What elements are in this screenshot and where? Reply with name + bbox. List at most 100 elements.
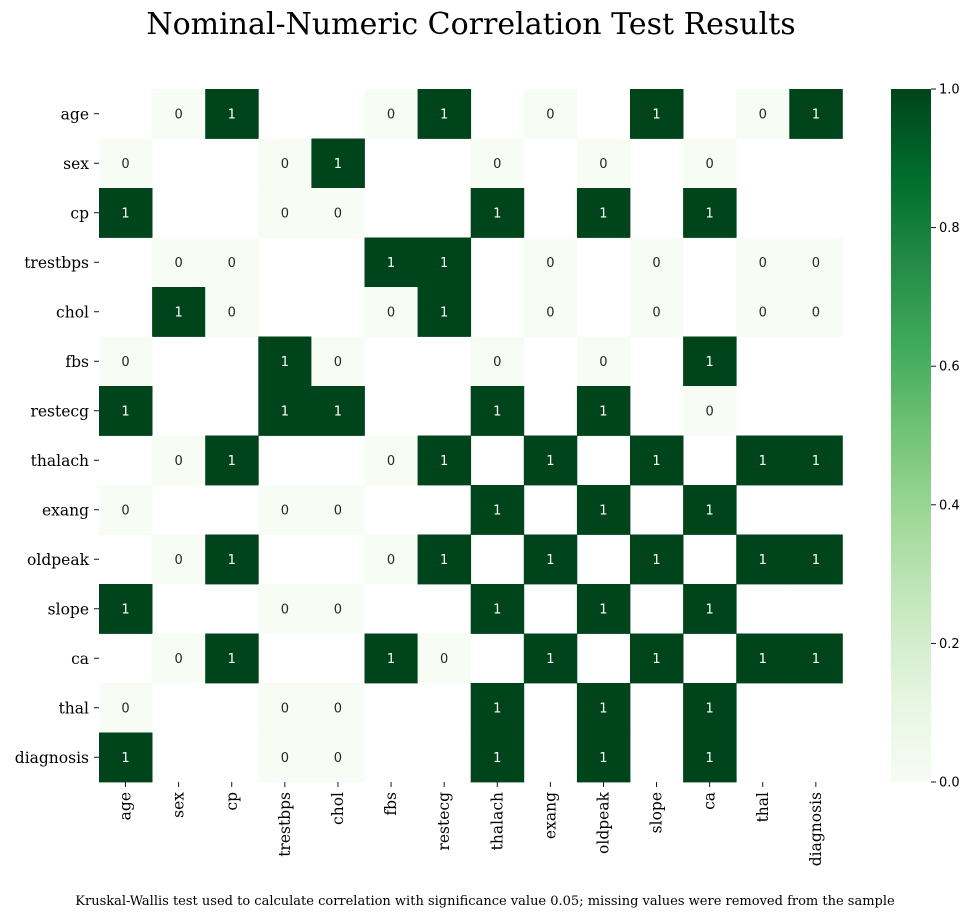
cell-value-label: 0 — [175, 454, 183, 469]
cell-value-label: 1 — [387, 256, 395, 271]
y-tick-label-fbs: fbs — [65, 353, 89, 371]
heatmap-cell-restecg-age — [99, 386, 153, 436]
cell-value-label: 1 — [812, 553, 820, 568]
heatmap-cell-thalach-cp — [205, 435, 259, 486]
heatmap-cell-cp-oldpeak — [576, 188, 631, 238]
heatmap-cell-thalach-fbs — [364, 435, 418, 486]
cell-value-label: 1 — [652, 553, 660, 568]
heatmap-cell-exang-oldpeak — [576, 485, 631, 535]
y-tick-label-restecg: restecg — [30, 402, 89, 420]
heatmap-cell-fbs-chol — [311, 336, 365, 387]
cell-value-label: 1 — [493, 206, 501, 221]
cell-value-label: 1 — [812, 652, 820, 667]
heatmap-cell-thalach-exang — [523, 435, 578, 486]
cell-value-label: 1 — [281, 355, 289, 370]
cell-value-label: 0 — [546, 107, 554, 122]
heatmap-cell-cp-chol — [311, 188, 365, 238]
heatmap-cell-oldpeak-sex — [152, 534, 206, 585]
heatmap-cell-sex-chol — [311, 138, 365, 189]
cell-value-label: 1 — [759, 553, 767, 568]
colorbar-tick-label: 0.6 — [939, 360, 960, 375]
cell-value-label: 0 — [121, 157, 129, 172]
cell-value-label: 0 — [175, 553, 183, 568]
heatmap-cell-chol-cp — [205, 287, 259, 337]
cell-value-label: 0 — [281, 503, 289, 518]
cell-value-label: 1 — [706, 751, 714, 766]
heatmap-cell-thal-chol — [311, 683, 365, 733]
cell-value-label: 0 — [652, 305, 660, 320]
heatmap-cell-exang-age — [99, 485, 153, 535]
cell-value-label: 0 — [387, 305, 395, 320]
x-axis-labels: age sex cp trestbps chol fbs restecg thalach exa… — [117, 782, 825, 866]
cell-value-label: 0 — [121, 355, 129, 370]
cell-value-label: 0 — [228, 256, 236, 271]
cell-value-label: 1 — [121, 602, 129, 617]
cell-value-label: 0 — [493, 355, 501, 370]
heatmap-cell-ca-sex — [152, 633, 206, 684]
cell-value-label: 1 — [599, 751, 607, 766]
heatmap-cell-oldpeak-slope — [630, 534, 684, 585]
cell-value-label: 1 — [599, 503, 607, 518]
cell-value-label: 1 — [228, 454, 236, 469]
heatmap-cell-trestbps-restecg — [417, 237, 472, 288]
heatmap-cell-thalach-restecg — [417, 435, 472, 486]
heatmap-cell-thal-oldpeak — [576, 683, 631, 733]
cell-value-label: 1 — [228, 553, 236, 568]
heatmap-cell-thal-ca — [683, 683, 737, 733]
heatmap-cell-ca-cp — [205, 633, 259, 684]
heatmap-cell-age-restecg — [417, 89, 472, 139]
y-tick-label-oldpeak: oldpeak — [27, 551, 90, 569]
heatmap-cell-trestbps-fbs — [364, 237, 418, 288]
colorbar-gradient — [891, 89, 931, 782]
x-tick-label-diagnosis: diagnosis — [807, 792, 825, 866]
y-tick-label-sex: sex — [63, 155, 89, 173]
heatmap-cell-oldpeak-cp — [205, 534, 259, 585]
y-tick-label-chol: chol — [56, 303, 89, 321]
heatmap-cell-ca-thal — [736, 633, 790, 684]
cell-value-label: 0 — [175, 256, 183, 271]
colorbar-tick-label: 0.4 — [939, 498, 960, 513]
colorbar-tick-label: 1.0 — [939, 83, 960, 98]
heatmap-cell-slope-thalach — [470, 584, 525, 634]
heatmap-cells: 0 1 0 1 0 1 0 1 0 0 1 0 0 0 1 0 0 1 1 1 0 0 1 1 0 0 0 0 1 0 0 1 0 0 0 0 0 1 0 0… — [99, 89, 843, 783]
cell-value-label: 0 — [281, 206, 289, 221]
heatmap-cell-age-sex — [152, 89, 206, 139]
heatmap-cell-diagnosis-thalach — [470, 732, 525, 783]
heatmap-cell-thal-thalach — [470, 683, 525, 733]
x-tick-label-thal: thal — [754, 792, 772, 822]
heatmap-cell-chol-thal — [736, 287, 790, 337]
heatmap-cell-age-diagnosis — [789, 89, 843, 139]
heatmap-cell-chol-exang — [523, 287, 578, 337]
heatmap-cell-fbs-ca — [683, 336, 737, 387]
heatmap-cell-diagnosis-trestbps — [258, 732, 312, 783]
y-tick-label-cp: cp — [70, 204, 89, 222]
cell-value-label: 1 — [599, 602, 607, 617]
cell-value-label: 1 — [228, 652, 236, 667]
heatmap-cell-oldpeak-thal — [736, 534, 790, 585]
cell-value-label: 1 — [493, 751, 501, 766]
cell-value-label: 1 — [599, 404, 607, 419]
heatmap-cell-trestbps-cp — [205, 237, 259, 288]
cell-value-label: 0 — [334, 602, 342, 617]
cell-value-label: 1 — [440, 107, 448, 122]
heatmap-cell-oldpeak-fbs — [364, 534, 418, 585]
heatmap-cell-cp-trestbps — [258, 188, 312, 238]
cell-value-label: 1 — [652, 652, 660, 667]
heatmap-cell-diagnosis-ca — [683, 732, 737, 783]
x-tick-label-oldpeak: oldpeak — [594, 791, 612, 854]
heatmap-cell-age-exang — [523, 89, 578, 139]
heatmap-cell-exang-trestbps — [258, 485, 312, 535]
heatmap-cell-thalach-sex — [152, 435, 206, 486]
x-tick-label-fbs: fbs — [382, 792, 400, 816]
heatmap-cell-restecg-ca — [683, 386, 737, 436]
cell-value-label: 0 — [121, 503, 129, 518]
heatmap-cell-thalach-slope — [630, 435, 684, 486]
heatmap-cell-chol-restecg — [417, 287, 472, 337]
cell-value-label: 1 — [334, 404, 342, 419]
heatmap-cell-ca-exang — [523, 633, 578, 684]
cell-value-label: 1 — [706, 602, 714, 617]
heatmap-cell-trestbps-exang — [523, 237, 578, 288]
cell-value-label: 0 — [334, 355, 342, 370]
cell-value-label: 1 — [759, 454, 767, 469]
